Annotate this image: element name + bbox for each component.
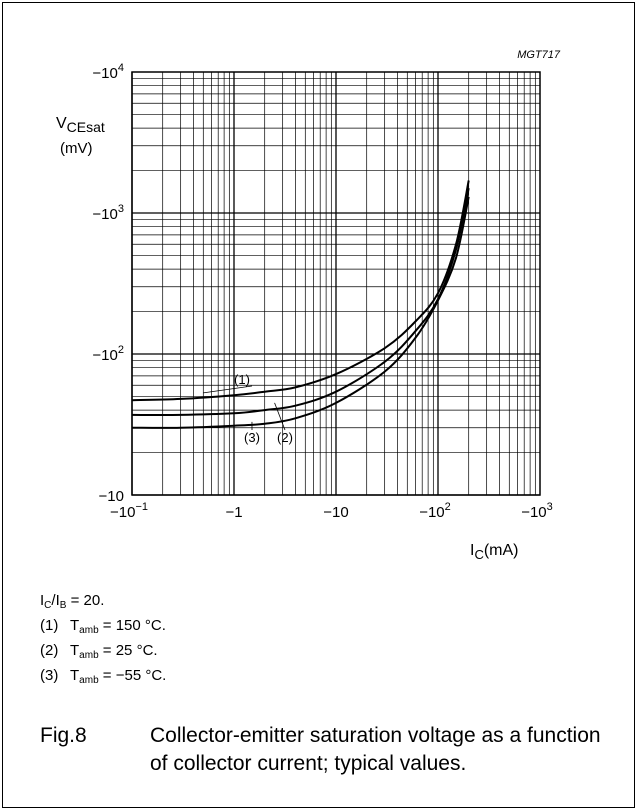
x-tick-label: −10−1 xyxy=(110,501,148,521)
ratio-note: IC/IB = 20. xyxy=(40,592,105,611)
note-item: (3) Tamb = −55 °C. xyxy=(40,667,167,686)
series-line-2 xyxy=(131,187,470,417)
x-axis-label: IC(mA) xyxy=(470,542,519,562)
x-tick-label: −1 xyxy=(225,504,242,521)
caption-text: Collector-emitter saturation voltage as … xyxy=(150,724,601,775)
curve-label-2: (2) xyxy=(277,430,293,445)
y-tick-label: −10 xyxy=(99,488,124,505)
figure-number: Fig.8 xyxy=(40,724,87,747)
y-tick-label: −102 xyxy=(92,344,124,364)
note-item: (2) Tamb = 25 °C. xyxy=(40,642,158,661)
chart: (1)(2)(3) −10−1 −1 −10 −102 −103−10−102−103−… xyxy=(56,49,561,562)
plot-border xyxy=(131,71,541,496)
x-tick-label: −103 xyxy=(521,501,553,521)
chart-code: MGT717 xyxy=(517,49,561,61)
grid xyxy=(131,71,541,496)
x-tick-label: −102 xyxy=(419,501,451,521)
curve-label-1: (1) xyxy=(234,372,250,387)
note-item: (1) Tamb = 150 °C. xyxy=(40,617,166,636)
series-line-3 xyxy=(131,196,470,429)
y-tick-label: −104 xyxy=(92,62,124,82)
y-axis-unit: (mV) xyxy=(60,140,93,157)
chart-notes: IC/IB = 20. (1) Tamb = 150 °C. (2) Tamb = … xyxy=(40,588,166,688)
tick-labels: −10−1 −1 −10 −102 −103 −10 −102 −103 −104 xyxy=(92,62,552,521)
curve-label-3: (3) xyxy=(244,430,260,445)
curve-leader-2 xyxy=(274,402,286,431)
curve-leader-1 xyxy=(203,385,253,394)
y-tick-label: −103 xyxy=(92,203,124,223)
series-group: (1) (2) (3) xyxy=(131,180,470,445)
series-line-1 xyxy=(131,180,470,402)
x-tick-label: −10 xyxy=(323,504,348,521)
y-axis-label: VCEsat xyxy=(56,115,105,135)
